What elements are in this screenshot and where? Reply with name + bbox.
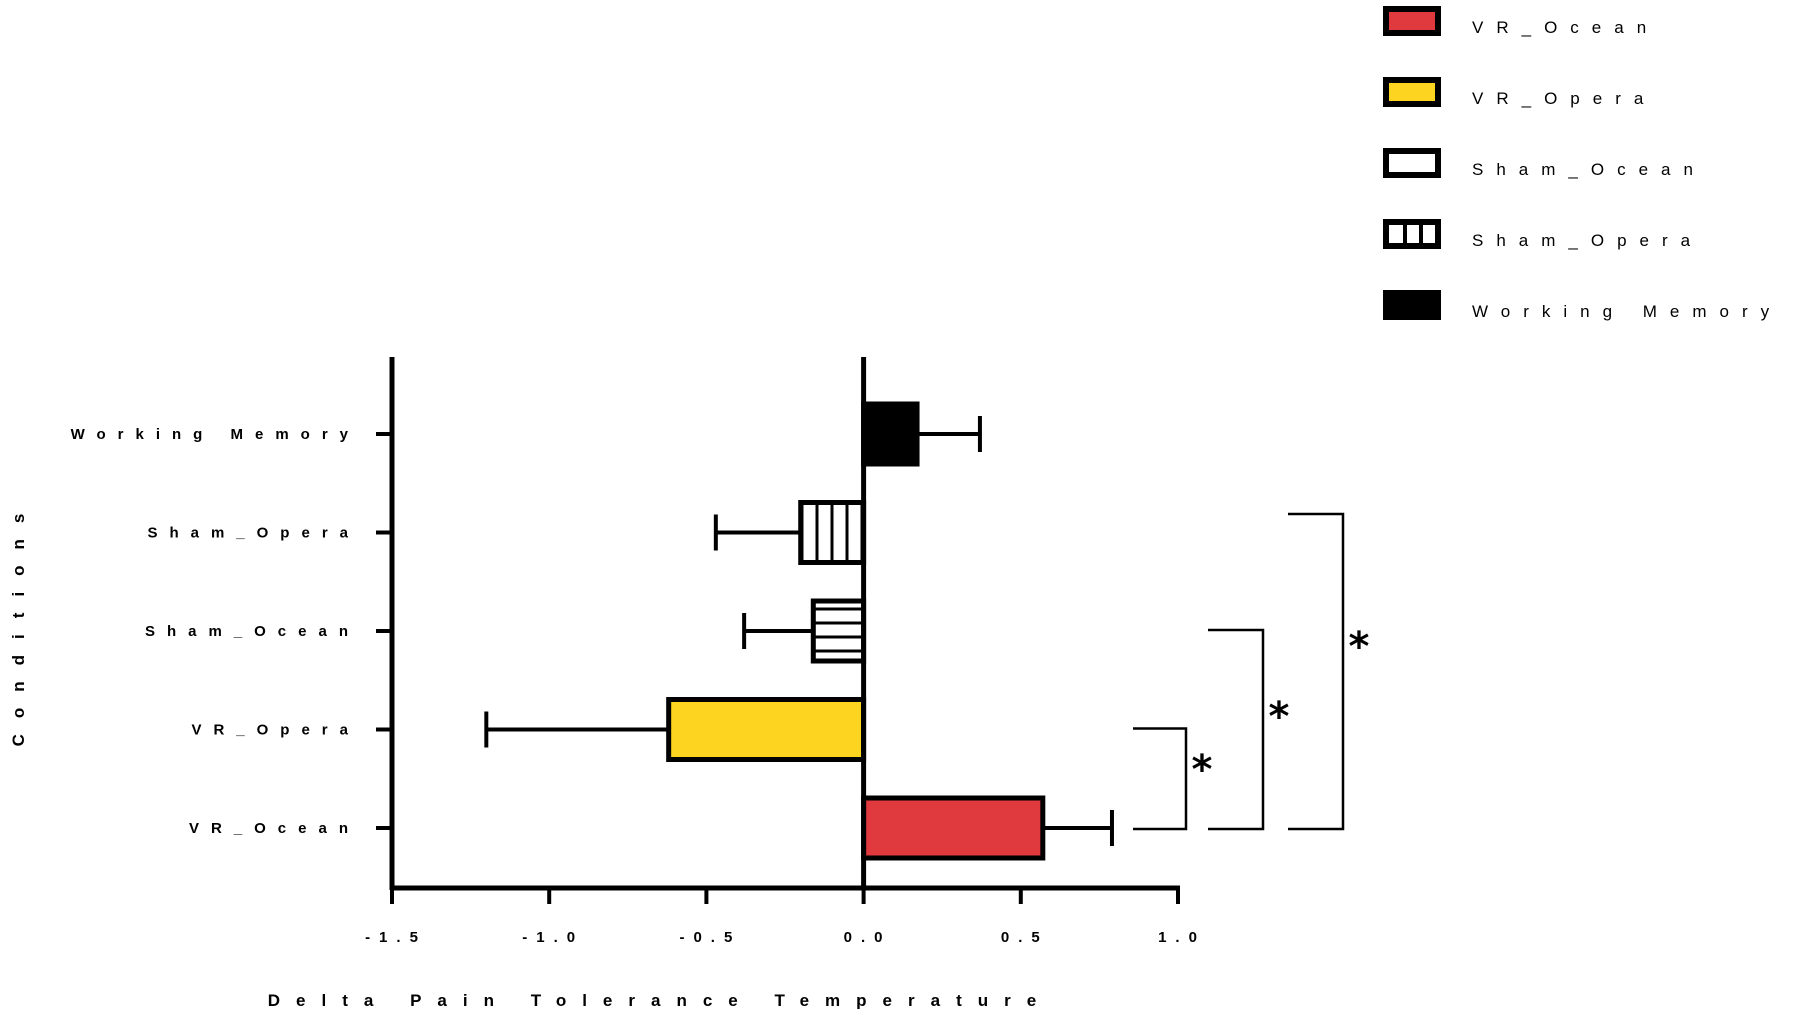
- significance-bracket: [1208, 628, 1265, 831]
- legend-label-sham-ocean: Sham_Ocean: [1472, 160, 1706, 179]
- y-category-label: Sham_Opera: [147, 525, 360, 542]
- x-tick-label: 1.0: [1158, 929, 1206, 946]
- legend-label-sham-opera: Sham_Opera: [1472, 231, 1703, 250]
- legend-label-vr-opera: VR_Opera: [1472, 89, 1656, 108]
- legend-swatch-vr-ocean: [1383, 6, 1441, 36]
- legend-swatch-sham-ocean: [1383, 148, 1441, 178]
- legend-swatch-working-memory: [1383, 290, 1441, 320]
- bar-sham-ocean: [810, 598, 867, 664]
- significance-star: *: [1269, 694, 1290, 740]
- x-tick-label: 0.5: [1001, 929, 1049, 946]
- y-category-label: VR_Opera: [191, 722, 360, 739]
- bar-vr-ocean: [861, 795, 1046, 861]
- significance-star: *: [1192, 747, 1213, 793]
- axes-group: [376, 357, 1180, 904]
- x-tick-label: 0.0: [844, 929, 892, 946]
- y-category-label: Sham_Ocean: [145, 623, 360, 640]
- bar-vr-opera: [666, 697, 867, 762]
- bars-group: [484, 401, 1114, 861]
- x-tick-label: -1.5: [365, 929, 427, 946]
- bar-sham-opera: [798, 500, 867, 565]
- legend-swatch-vr-opera: [1383, 77, 1441, 107]
- legend-swatch-sham-opera: [1383, 219, 1441, 249]
- significance-brackets: * * *: [1133, 512, 1370, 831]
- y-category-label: Working Memory: [71, 426, 360, 443]
- x-axis-title: Delta Pain Tolerance Temperature: [268, 991, 1052, 1009]
- legend-label-vr-ocean: VR_Ocean: [1472, 18, 1659, 37]
- y-axis-title: Conditions: [9, 498, 28, 747]
- legend-label-working-memory: Working Memory: [1472, 302, 1782, 321]
- legend: VR_Ocean VR_Opera Sham_Ocean Sham_Opera Work…: [1383, 6, 1782, 321]
- y-category-labels: Working Memory Sham_Opera Sham_Ocean VR_Ope…: [71, 426, 360, 837]
- x-tick-label: -1.0: [522, 929, 584, 946]
- y-category-label: VR_Ocean: [189, 820, 360, 837]
- bar-working-memory: [861, 401, 920, 467]
- x-tick-labels: -1.5 -1.0 -0.5 0.0 0.5 1.0: [365, 929, 1206, 946]
- significance-star: *: [1349, 624, 1370, 670]
- x-tick-label: -0.5: [679, 929, 741, 946]
- significance-bracket: [1133, 727, 1188, 831]
- significance-bracket: [1288, 512, 1345, 831]
